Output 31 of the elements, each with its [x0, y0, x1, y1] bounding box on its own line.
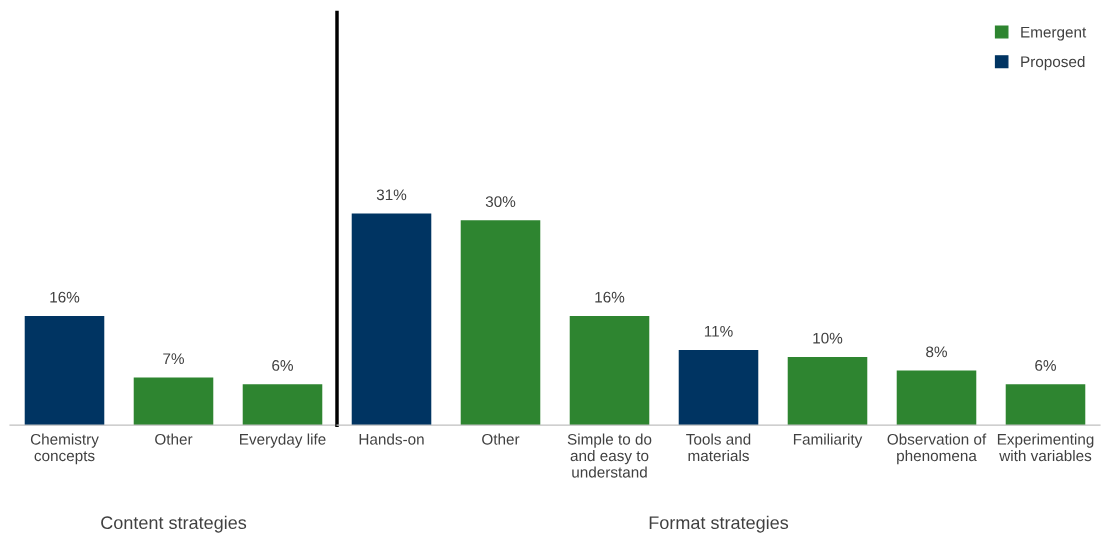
x-tick-label: Chemistry concepts	[30, 433, 99, 465]
x-tick-label: Experimenting with variables	[997, 433, 1094, 462]
data-label: 16%	[595, 291, 625, 303]
bar	[896, 370, 977, 426]
bar	[460, 220, 541, 426]
x-axis-title: Format strategies	[649, 515, 789, 533]
x-tick-label: Observation of phenomena	[887, 433, 987, 465]
bar	[569, 315, 650, 426]
x-tick-label: Simple to do and easy to understand	[567, 433, 652, 478]
bar	[1005, 384, 1086, 426]
x-tick-label: Familiarity	[793, 433, 863, 448]
data-label: 31%	[376, 189, 407, 201]
x-axis-title: Content strategies	[101, 515, 247, 533]
data-label: 6%	[272, 360, 293, 371]
data-label: 10%	[813, 332, 843, 344]
x-tick-label: Other	[482, 433, 520, 445]
x-tick-label: Tools and materials	[686, 433, 751, 462]
bar	[678, 350, 759, 426]
data-label: 16%	[50, 291, 80, 303]
x-tick-label: Everyday life	[240, 433, 326, 448]
bar	[351, 213, 432, 426]
legend-label: Proposed	[1021, 55, 1085, 71]
bar	[787, 356, 868, 426]
x-tick-label: Other	[155, 433, 193, 445]
x-tick-label: Hands-on	[359, 433, 424, 445]
data-label: 8%	[926, 346, 947, 358]
data-label: 30%	[485, 196, 516, 208]
legend-label: Emergent	[1021, 26, 1087, 41]
data-label: 7%	[163, 353, 184, 364]
data-label: 6%	[1035, 360, 1056, 371]
data-label: 11%	[704, 325, 733, 337]
